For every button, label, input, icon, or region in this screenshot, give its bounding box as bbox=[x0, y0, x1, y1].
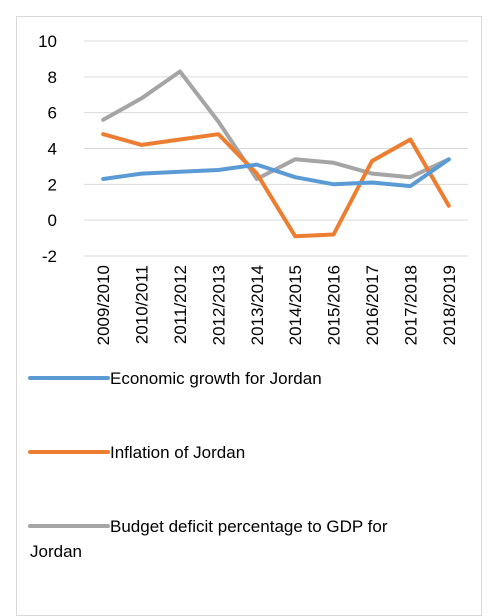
x-tick-label: 2010/2011 bbox=[133, 265, 152, 344]
x-tick-label: 2018/2019 bbox=[440, 265, 459, 345]
legend-label: Economic growth for Jordan bbox=[110, 369, 322, 388]
y-tick-label: 4 bbox=[48, 140, 57, 159]
y-axis-ticks: 10 8 6 4 2 0 -2 bbox=[38, 32, 57, 266]
x-tick-label: 2017/2018 bbox=[401, 265, 420, 345]
y-tick-label: -2 bbox=[42, 247, 57, 266]
x-tick-label: 2014/2015 bbox=[286, 265, 305, 345]
y-tick-label: 0 bbox=[48, 211, 57, 230]
x-tick-label: 2009/2010 bbox=[94, 265, 113, 345]
y-tick-label: 10 bbox=[38, 32, 57, 51]
x-tick-label: 2012/2013 bbox=[209, 265, 228, 345]
series-lines bbox=[103, 71, 449, 236]
x-tick-label: 2013/2014 bbox=[248, 265, 267, 345]
series-line-1 bbox=[103, 159, 449, 186]
legend: Economic growth for Jordan Inflation of J… bbox=[30, 369, 388, 561]
gridlines bbox=[84, 41, 468, 256]
y-tick-label: 6 bbox=[48, 104, 57, 123]
x-tick-label: 2011/2012 bbox=[171, 265, 190, 344]
x-axis-ticks: 2009/2010 2010/2011 2011/2012 2012/2013 2013… bbox=[94, 265, 459, 345]
x-tick-label: 2015/2016 bbox=[325, 265, 344, 345]
y-tick-label: 8 bbox=[48, 68, 57, 87]
x-tick-label: 2016/2017 bbox=[363, 265, 382, 345]
y-tick-label: 2 bbox=[48, 175, 57, 194]
legend-label: Inflation of Jordan bbox=[110, 443, 245, 462]
line-chart: 10 8 6 4 2 0 -2 2009/2010 2010/2011 2011/2012 201… bbox=[0, 0, 489, 561]
series-line-3 bbox=[103, 72, 449, 180]
